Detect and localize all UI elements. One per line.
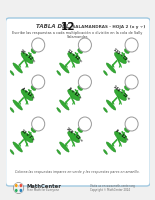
- Circle shape: [78, 117, 91, 131]
- Ellipse shape: [104, 108, 107, 112]
- Text: TABLA DEL: TABLA DEL: [35, 24, 69, 29]
- Text: 8 × 12 =: 8 × 12 =: [67, 86, 82, 100]
- Ellipse shape: [68, 52, 80, 64]
- Circle shape: [15, 189, 18, 192]
- Text: Escribe las respuestas a cada multiplicación o división en la cola de Sally: Escribe las respuestas a cada multiplica…: [12, 31, 143, 35]
- FancyBboxPatch shape: [6, 18, 150, 186]
- Circle shape: [125, 38, 138, 52]
- Circle shape: [34, 49, 36, 51]
- Ellipse shape: [114, 89, 126, 101]
- Circle shape: [19, 189, 23, 192]
- Ellipse shape: [104, 150, 107, 154]
- Ellipse shape: [13, 142, 22, 152]
- Text: 12 × 12 =: 12 × 12 =: [66, 49, 83, 63]
- Text: 12 × 7 =: 12 × 7 =: [21, 128, 35, 142]
- Ellipse shape: [10, 71, 14, 75]
- Ellipse shape: [114, 131, 126, 143]
- Text: 12: 12: [61, 21, 75, 31]
- Text: Colorea las respuestas impares en verde y las respuestas pares en amarillo.: Colorea las respuestas impares en verde …: [15, 170, 140, 174]
- Text: SALAMANDRAS - HOJA 2 (x y ÷): SALAMANDRAS - HOJA 2 (x y ÷): [71, 25, 145, 29]
- Ellipse shape: [21, 52, 33, 64]
- Text: Free Math for Everyone: Free Math for Everyone: [27, 188, 59, 192]
- Text: 8 × 12 =: 8 × 12 =: [114, 128, 129, 142]
- Circle shape: [32, 117, 45, 131]
- Circle shape: [78, 38, 91, 52]
- Ellipse shape: [124, 49, 129, 53]
- Circle shape: [125, 117, 138, 131]
- Circle shape: [34, 86, 36, 88]
- Text: 10 × 12 =: 10 × 12 =: [20, 49, 36, 63]
- Circle shape: [81, 86, 82, 88]
- Ellipse shape: [106, 100, 116, 110]
- Circle shape: [32, 38, 45, 52]
- Ellipse shape: [13, 100, 22, 110]
- Circle shape: [128, 49, 129, 51]
- Circle shape: [81, 128, 82, 130]
- Text: 108 ÷ 12 =: 108 ÷ 12 =: [66, 127, 84, 143]
- Ellipse shape: [78, 128, 83, 132]
- Ellipse shape: [68, 89, 80, 101]
- Ellipse shape: [106, 63, 116, 73]
- Circle shape: [15, 184, 18, 187]
- Ellipse shape: [60, 142, 69, 152]
- Ellipse shape: [13, 63, 22, 73]
- Text: Copyright © MathCenter 2024: Copyright © MathCenter 2024: [90, 188, 130, 192]
- Ellipse shape: [104, 71, 107, 75]
- Ellipse shape: [124, 86, 129, 90]
- Ellipse shape: [68, 131, 80, 143]
- Ellipse shape: [60, 63, 69, 73]
- Text: MathCenter: MathCenter: [27, 184, 62, 188]
- Ellipse shape: [10, 108, 14, 112]
- Ellipse shape: [21, 131, 33, 143]
- Circle shape: [125, 75, 138, 89]
- Ellipse shape: [57, 108, 61, 112]
- Text: Visita us en www.math-center.org: Visita us en www.math-center.org: [90, 184, 134, 188]
- Ellipse shape: [31, 128, 36, 132]
- Text: 144 ÷ 12 =: 144 ÷ 12 =: [112, 85, 130, 101]
- Ellipse shape: [114, 52, 126, 64]
- Text: 120 ÷ 12 =: 120 ÷ 12 =: [112, 48, 130, 64]
- Circle shape: [81, 49, 82, 51]
- Text: 4 × 12 =: 4 × 12 =: [21, 86, 35, 100]
- Ellipse shape: [106, 142, 116, 152]
- Ellipse shape: [10, 150, 14, 154]
- Circle shape: [78, 75, 91, 89]
- Circle shape: [19, 184, 23, 187]
- Ellipse shape: [124, 128, 129, 132]
- Ellipse shape: [31, 49, 36, 53]
- Ellipse shape: [57, 150, 61, 154]
- Ellipse shape: [21, 89, 33, 101]
- Circle shape: [32, 75, 45, 89]
- Circle shape: [128, 86, 129, 88]
- Ellipse shape: [78, 49, 83, 53]
- Ellipse shape: [57, 71, 61, 75]
- Circle shape: [128, 128, 129, 130]
- Text: Salamander.: Salamander.: [66, 35, 88, 39]
- Ellipse shape: [78, 86, 83, 90]
- Ellipse shape: [31, 86, 36, 90]
- Ellipse shape: [60, 100, 69, 110]
- Circle shape: [34, 128, 36, 130]
